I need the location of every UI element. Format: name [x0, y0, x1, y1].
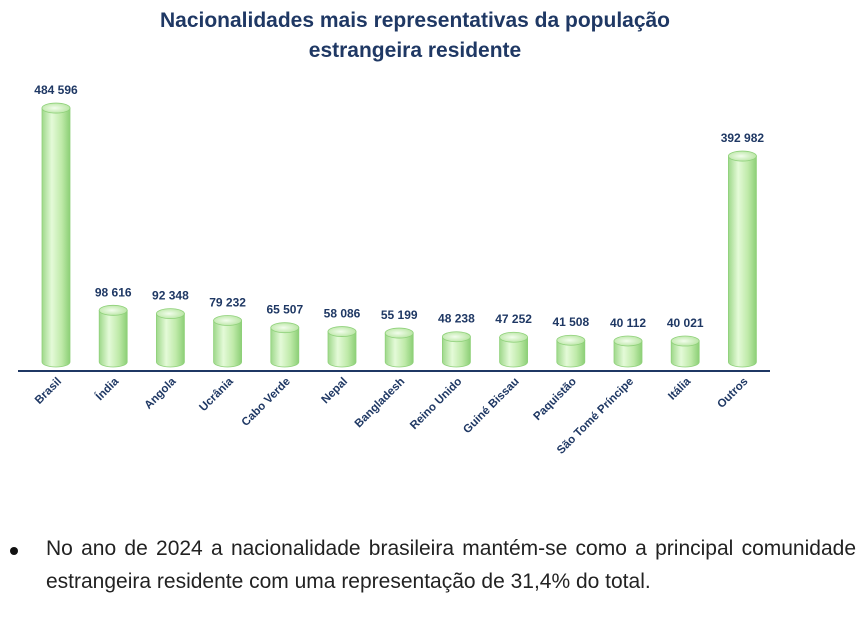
chart-title: Nacionalidades mais representativas da p…: [40, 6, 790, 66]
bar-top: [670, 335, 700, 347]
category-label-bangladesh: Bangladesh: [353, 376, 408, 431]
category-label-outros: Outros: [715, 376, 750, 411]
value-label-ucr-nia: 79 232: [209, 295, 246, 309]
bar-outros: [728, 150, 757, 368]
bullet-icon: [10, 547, 18, 555]
bar-guin-bissau: [499, 331, 528, 368]
value-label-outros: 392 982: [721, 131, 765, 145]
category-label-it-lia: Itália: [666, 375, 693, 402]
bar-top: [441, 331, 471, 343]
bar-top: [270, 322, 300, 334]
bar-body: [41, 107, 71, 368]
bar-body: [213, 320, 242, 368]
bar-body: [270, 327, 300, 368]
category-label-ucr-nia: Ucrânia: [197, 375, 236, 414]
bar-it-lia: [670, 335, 700, 368]
category-label-brasil: Brasil: [33, 376, 64, 407]
bar-top: [384, 327, 414, 339]
value-label--ndia: 98 616: [95, 285, 132, 299]
value-label-cabo-verde: 65 507: [266, 303, 303, 317]
chart-title-line-1: Nacionalidades mais representativas da p…: [159, 9, 671, 32]
bar-top: [41, 102, 71, 114]
bar-body: [556, 339, 586, 368]
bar-reino-unido: [441, 331, 471, 368]
bar-top: [98, 304, 128, 316]
bar-ucr-nia: [213, 315, 243, 368]
bar-body: [98, 309, 128, 368]
bar-top: [613, 335, 643, 347]
bar-body: [728, 155, 757, 368]
bar-bangladesh: [384, 327, 414, 368]
bar--ndia: [98, 304, 128, 368]
category-label-guin-bissau: Guiné Bissau: [461, 376, 521, 436]
bar-top: [327, 326, 357, 337]
note-text: No ano de 2024 a nacionalidade brasileir…: [46, 537, 856, 593]
value-label-reino-unido: 48 238: [438, 312, 475, 326]
category-label-angola: Angola: [142, 375, 178, 411]
value-label-nepal: 58 086: [324, 307, 361, 321]
bar-chart: 484 596 Brasil 98 616 Índia 92 348 Angola 79 2…: [18, 83, 770, 457]
bar-top: [155, 308, 185, 320]
value-label-brasil: 484 596: [34, 83, 78, 97]
value-label-paquist-o: 41 508: [552, 315, 589, 329]
bar-top: [499, 331, 528, 343]
bar-body: [613, 340, 643, 368]
bar-top: [213, 315, 243, 326]
bar-body: [327, 331, 357, 368]
category-label-paquist-o: Paquistão: [532, 376, 579, 423]
category-label-reino-unido: Reino Unido: [408, 376, 464, 432]
bar-body: [442, 336, 471, 368]
bar-body: [156, 313, 185, 368]
bar-nepal: [327, 326, 357, 368]
bar-body: [670, 340, 700, 368]
value-label-angola: 92 348: [152, 289, 189, 303]
category-label-nepal: Nepal: [319, 376, 350, 407]
value-label-it-lia: 40 021: [667, 316, 704, 330]
category-label-cabo-verde: Cabo Verde: [240, 376, 293, 429]
bar-s-o-tom-pr-ncipe: [613, 335, 643, 368]
bar-top: [556, 334, 586, 346]
category-label--ndia: Índia: [93, 375, 122, 404]
bar-body: [384, 332, 414, 368]
bar-angola: [155, 308, 185, 368]
chart-title-line-2: estrangeira residente: [308, 39, 522, 62]
bar-body: [499, 336, 528, 368]
bar-brasil: [41, 102, 71, 368]
bar-paquist-o: [556, 334, 586, 368]
bar-top: [728, 150, 757, 162]
bar-cabo-verde: [270, 322, 300, 368]
value-label-s-o-tom-pr-ncipe: 40 112: [610, 316, 646, 330]
value-label-bangladesh: 55 199: [381, 308, 418, 322]
value-label-guin-bissau: 47 252: [495, 312, 532, 326]
